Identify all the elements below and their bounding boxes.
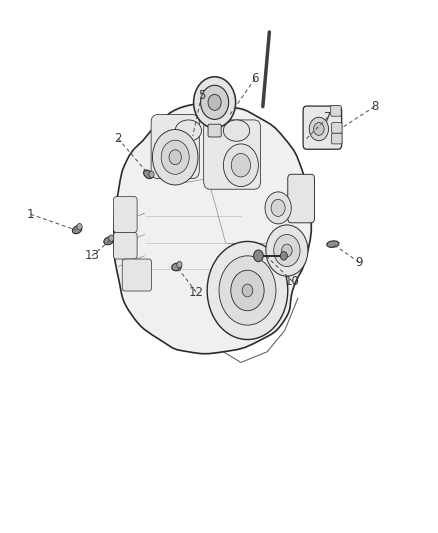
Circle shape — [231, 154, 251, 177]
Text: 10: 10 — [285, 275, 300, 288]
Circle shape — [109, 235, 114, 241]
FancyBboxPatch shape — [332, 133, 342, 144]
FancyBboxPatch shape — [151, 115, 199, 179]
Circle shape — [265, 192, 291, 224]
Circle shape — [201, 85, 229, 119]
Ellipse shape — [172, 263, 181, 271]
Text: 7: 7 — [324, 111, 332, 124]
FancyBboxPatch shape — [332, 123, 342, 133]
Circle shape — [274, 235, 300, 266]
Ellipse shape — [327, 241, 339, 247]
FancyBboxPatch shape — [208, 124, 221, 137]
FancyBboxPatch shape — [288, 174, 314, 223]
Circle shape — [282, 244, 292, 257]
Text: 5: 5 — [198, 90, 205, 102]
Circle shape — [149, 171, 154, 177]
Ellipse shape — [175, 120, 201, 141]
Circle shape — [207, 241, 288, 340]
FancyBboxPatch shape — [331, 106, 341, 116]
Ellipse shape — [72, 226, 82, 233]
Circle shape — [161, 140, 189, 174]
Circle shape — [194, 77, 236, 128]
FancyBboxPatch shape — [122, 259, 152, 291]
Text: 9: 9 — [355, 256, 363, 269]
Circle shape — [223, 144, 258, 187]
PathPatch shape — [114, 103, 311, 354]
FancyBboxPatch shape — [113, 197, 137, 232]
Circle shape — [152, 130, 198, 185]
Circle shape — [271, 199, 285, 216]
FancyBboxPatch shape — [303, 106, 342, 149]
Text: 12: 12 — [189, 286, 204, 298]
Circle shape — [208, 94, 221, 110]
FancyBboxPatch shape — [113, 232, 137, 259]
Text: 1: 1 — [27, 208, 35, 221]
Ellipse shape — [144, 170, 152, 179]
Circle shape — [219, 256, 276, 325]
Ellipse shape — [223, 120, 250, 141]
Circle shape — [242, 284, 253, 297]
Circle shape — [177, 261, 182, 268]
Circle shape — [169, 150, 181, 165]
Text: 13: 13 — [85, 249, 99, 262]
Circle shape — [266, 225, 308, 276]
Circle shape — [309, 117, 328, 141]
Circle shape — [280, 252, 287, 260]
Circle shape — [314, 123, 324, 135]
Circle shape — [77, 223, 82, 230]
Ellipse shape — [104, 237, 113, 245]
Circle shape — [254, 250, 263, 262]
FancyBboxPatch shape — [204, 120, 261, 189]
Text: 6: 6 — [251, 72, 259, 85]
Text: 8: 8 — [371, 100, 378, 113]
Text: 2: 2 — [114, 132, 122, 145]
Circle shape — [231, 270, 264, 311]
